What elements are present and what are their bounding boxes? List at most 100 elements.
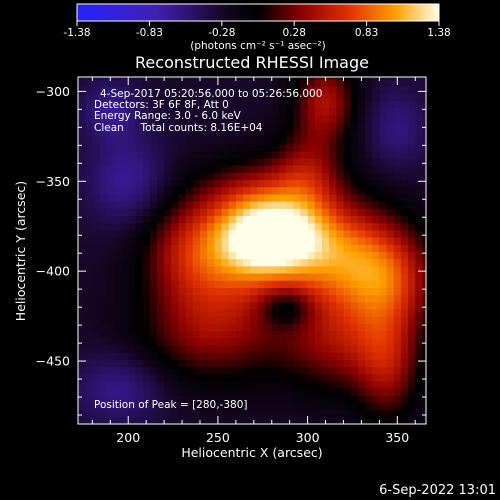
heatmap-cell (278, 150, 287, 159)
heatmap-cell (307, 77, 316, 80)
heatmap-cell (257, 366, 266, 375)
heatmap-cell (415, 222, 424, 231)
heatmap-cell (257, 409, 266, 418)
heatmap-cell (357, 380, 366, 389)
heatmap-cell (264, 186, 273, 195)
heatmap-cell (400, 308, 409, 317)
heatmap-cell (92, 359, 101, 368)
heatmap-cell (350, 229, 359, 238)
heatmap-cell (300, 193, 309, 202)
heatmap-cell (250, 388, 258, 396)
heatmap-cell (393, 359, 402, 368)
heatmap-cell (400, 294, 409, 303)
heatmap-cell (415, 143, 424, 152)
heatmap-cell (321, 337, 330, 346)
heatmap-cell (379, 388, 388, 396)
heatmap-cell (221, 114, 230, 123)
heatmap-cell (336, 330, 345, 339)
heatmap-cell (386, 316, 395, 324)
heatmap-cell (393, 323, 402, 332)
heatmap-cell (250, 157, 258, 166)
heatmap-cell (228, 373, 237, 382)
heatmap-cell (142, 186, 151, 195)
heatmap-cell (321, 280, 330, 288)
heatmap-cell (214, 287, 223, 296)
heatmap-cell (379, 222, 388, 231)
heatmap-cell (286, 93, 294, 101)
heatmap-cell (142, 272, 151, 281)
heatmap-cell (106, 208, 115, 217)
annotation-clean-counts: Clean Total counts: 8.16E+04 (94, 122, 263, 134)
heatmap-cell (307, 308, 316, 317)
heatmap-cell (293, 344, 302, 353)
heatmap-cell (92, 258, 101, 267)
heatmap-cell (293, 402, 302, 411)
heatmap-cell (300, 337, 309, 346)
heatmap-cell (329, 280, 337, 288)
heatmap-cell (393, 121, 402, 130)
heatmap-cell (415, 380, 424, 389)
heatmap-cell (329, 337, 337, 346)
heatmap-cell (185, 237, 194, 245)
heatmap-cell (99, 301, 108, 310)
heatmap-cell (92, 272, 101, 281)
heatmap-cell (106, 344, 115, 353)
heatmap-cell (307, 294, 316, 303)
heatmap-cell (336, 280, 345, 288)
heatmap-cell (343, 380, 352, 389)
heatmap-cell (350, 136, 359, 145)
heatmap-cell (106, 100, 115, 109)
heatmap-cell (92, 402, 101, 411)
heatmap-cell (156, 287, 165, 296)
heatmap-cell (400, 121, 409, 130)
heatmap-cell (314, 272, 323, 281)
heatmap-cell (78, 265, 86, 274)
heatmap-cell (228, 179, 237, 188)
heatmap-cell (78, 352, 86, 360)
heatmap-cell (257, 352, 266, 360)
heatmap-cell (85, 294, 93, 303)
heatmap-cell (379, 215, 388, 224)
heatmap-cell (243, 308, 251, 317)
heatmap-cell (78, 222, 86, 231)
heatmap-cell (350, 308, 359, 317)
chart-title: Reconstructed RHESSI Image (135, 53, 369, 72)
heatmap-cell (336, 373, 345, 382)
heatmap-cell (214, 186, 223, 195)
heatmap-cell (149, 129, 158, 137)
heatmap-cell (178, 100, 187, 109)
heatmap-cell (221, 208, 230, 217)
heatmap-cell (350, 244, 359, 252)
heatmap-cell (164, 165, 172, 173)
heatmap-cell (314, 186, 323, 195)
heatmap-cell (221, 373, 230, 382)
heatmap-cell (336, 129, 345, 137)
heatmap-cell (149, 150, 158, 159)
heatmap-cell (192, 395, 201, 404)
heatmap-cell (221, 366, 230, 375)
heatmap-cell (185, 359, 194, 368)
y-axis-label: Heliocentric Y (arcsec) (13, 181, 28, 321)
heatmap-cell (128, 352, 137, 360)
heatmap-cell (400, 78, 409, 87)
heatmap-cell (228, 337, 237, 346)
heatmap-cell (164, 258, 172, 267)
heatmap-cell (357, 186, 366, 195)
heatmap-cell (321, 150, 330, 159)
heatmap-cell (286, 388, 294, 396)
heatmap-cell (321, 100, 330, 109)
heatmap-cell (199, 78, 208, 87)
heatmap-cell (228, 77, 237, 80)
heatmap-cell (207, 373, 215, 382)
heatmap-cell (214, 330, 223, 339)
heatmap-cell (271, 93, 280, 101)
x-axis: 200 250 300 350 (91, 77, 416, 445)
heatmap-cell (214, 294, 223, 303)
heatmap-cell (278, 85, 287, 94)
heatmap-cell (271, 280, 280, 288)
heatmap-cell (106, 287, 115, 296)
heatmap-cell (286, 294, 294, 303)
heatmap-cell (178, 380, 187, 389)
heatmap-cell (243, 380, 251, 389)
heatmap-cell (400, 280, 409, 288)
